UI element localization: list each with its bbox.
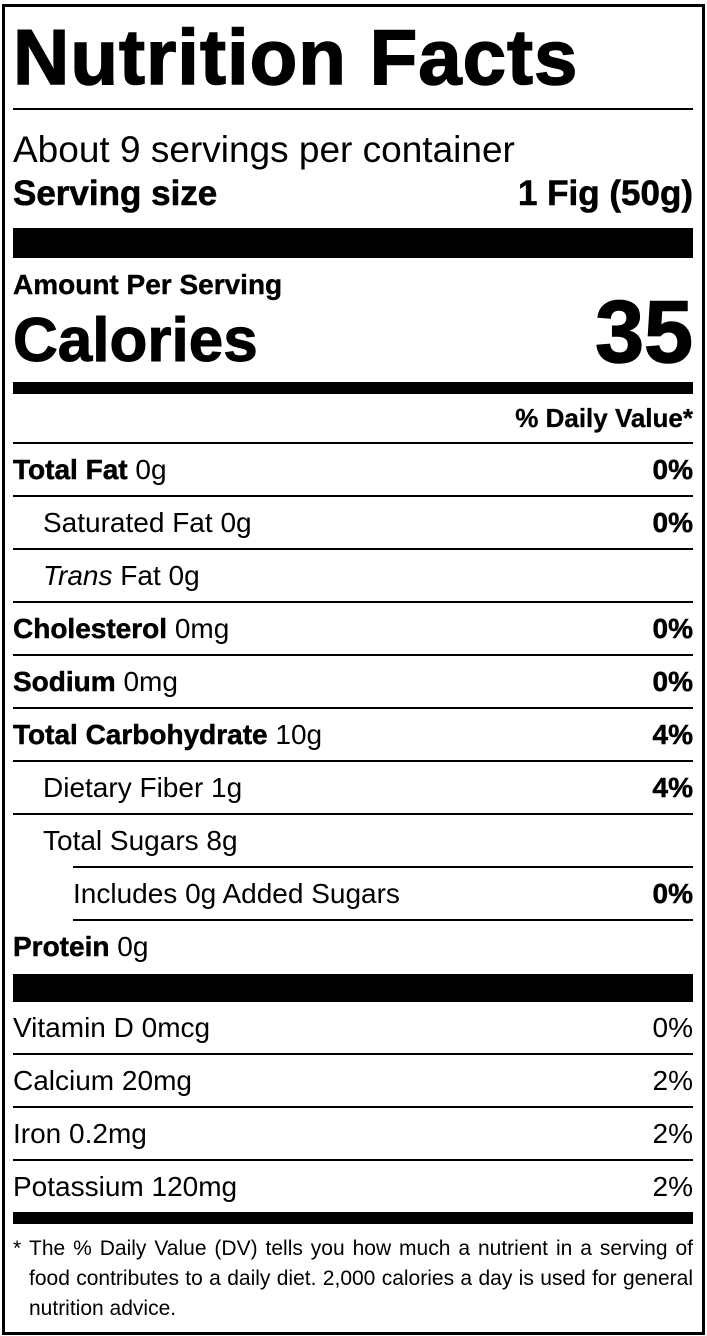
vitamin-amount: 0mcg [141,1011,211,1043]
vitamin-name: Vitamin D [13,1011,134,1043]
calories-value: 35 [594,282,693,381]
footnote-marker: * [13,1237,22,1260]
nutrient-name: Total Fat [13,453,128,485]
nutrient-row: Protein 0g [13,921,693,972]
nutrient-name: Includes 0g Added Sugars [73,877,400,909]
footnote: * The % Daily Value (DV) tells you how m… [13,1234,693,1324]
vitamin-name: Potassium [13,1170,144,1202]
nutrient-row: Trans Fat 0g [13,550,693,603]
nutrient-amount: 0mg [174,612,230,644]
nutrient-name: Saturated Fat [43,506,213,538]
vitamin-dv: 2% [652,1170,693,1202]
nutrient-row: Sodium 0mg 0% [13,656,693,709]
vitamins: Vitamin D 0mcg 0% Calcium 20mg 2% Iron 0.2mg… [13,1002,693,1212]
medium-rule [13,382,693,394]
nutrient-row: Total Carbohydrate 10g 4% [13,709,693,762]
nutrient-amount: 8g [206,824,238,856]
title: Nutrition Facts [12,7,693,110]
vitamin-name: Iron [13,1117,62,1149]
vitamin-label: Potassium 120mg [13,1171,237,1203]
nutrient-amount: 0mg [123,665,178,697]
nutrient-dv: 4% [652,771,693,803]
vitamin-row: Potassium 120mg 2% [13,1161,693,1212]
calories: Calories 35 [13,282,694,381]
nutrient-dv: 4% [652,718,693,750]
nutrient-amount: 1g [211,771,243,803]
label-body: Nutrition Facts About 9 servings per con… [12,7,694,1324]
nutrient-amount: 0g [220,506,252,538]
nutrient-name: Dietary Fiber [43,771,204,803]
vitamin-row: Vitamin D 0mcg 0% [13,1002,693,1055]
nutrient-name: Fat [120,559,161,591]
nutrient-amount: 0g [117,930,149,962]
nutrient-name: Total Sugars [43,824,199,856]
vitamin-row: Iron 0.2mg 2% [13,1108,693,1161]
nutrient-name-italic: Trans [43,559,113,591]
vitamin-label: Iron 0.2mg [13,1118,147,1150]
amount-per-serving: Amount Per Serving [13,269,283,300]
nutrient-dv: 0% [652,665,693,697]
thick-rule [13,228,693,258]
nutrient-dv: 0% [652,877,693,909]
thick-rule [13,974,693,1002]
nutrient-name: Sodium [13,665,116,697]
vitamin-dv: 2% [652,1064,693,1096]
nutrient-row: Saturated Fat 0g 0% [13,497,693,550]
vitamin-amount: 20mg [121,1064,192,1096]
medium-rule [13,1212,693,1224]
nutrient-amount: 0g [135,453,167,485]
vitamin-name: Calcium [13,1064,115,1096]
nutrition-label: Nutrition Facts About 9 servings per con… [2,4,705,1335]
calories-label: Calories [13,306,259,376]
vitamin-dv: 0% [652,1011,693,1043]
vitamin-label: Vitamin D 0mcg [13,1012,210,1044]
nutrient-name: Protein [13,930,110,962]
nutrient-row: Cholesterol 0mg 0% [13,603,693,656]
nutrient-name: Cholesterol [13,612,168,644]
serving-size-value: 1 Fig (50g) [517,174,694,214]
serving-size: Serving size 1 Fig (50g) [13,172,694,216]
nutrient-row: Total Sugars 8g [13,815,693,866]
nutrient-amount: 0g [168,559,200,591]
vitamin-label: Calcium 20mg [13,1065,192,1097]
vitamin-amount: 0.2mg [69,1117,147,1149]
footnote-text: The % Daily Value (DV) tells you how muc… [29,1237,693,1320]
nutrient-row: Total Fat 0g 0% [13,444,693,497]
vitamin-amount: 120mg [151,1170,238,1202]
nutrient-row: Dietary Fiber 1g 4% [13,762,693,815]
nutrient-dv: 0% [652,612,693,644]
nutrient-amount: 10g [275,718,323,750]
nutrient-row: Includes 0g Added Sugars 0% [73,866,693,921]
serving-size-label: Serving size [13,174,218,214]
vitamin-dv: 2% [652,1117,693,1149]
nutrient-name: Total Carbohydrate [13,718,268,750]
vitamin-row: Calcium 20mg 2% [13,1055,693,1108]
nutrient-dv: 0% [652,506,693,538]
servings: About 9 servings per container [13,129,515,170]
daily-value-header: % Daily Value* [13,394,693,444]
nutrient-dv: 0% [652,453,693,485]
